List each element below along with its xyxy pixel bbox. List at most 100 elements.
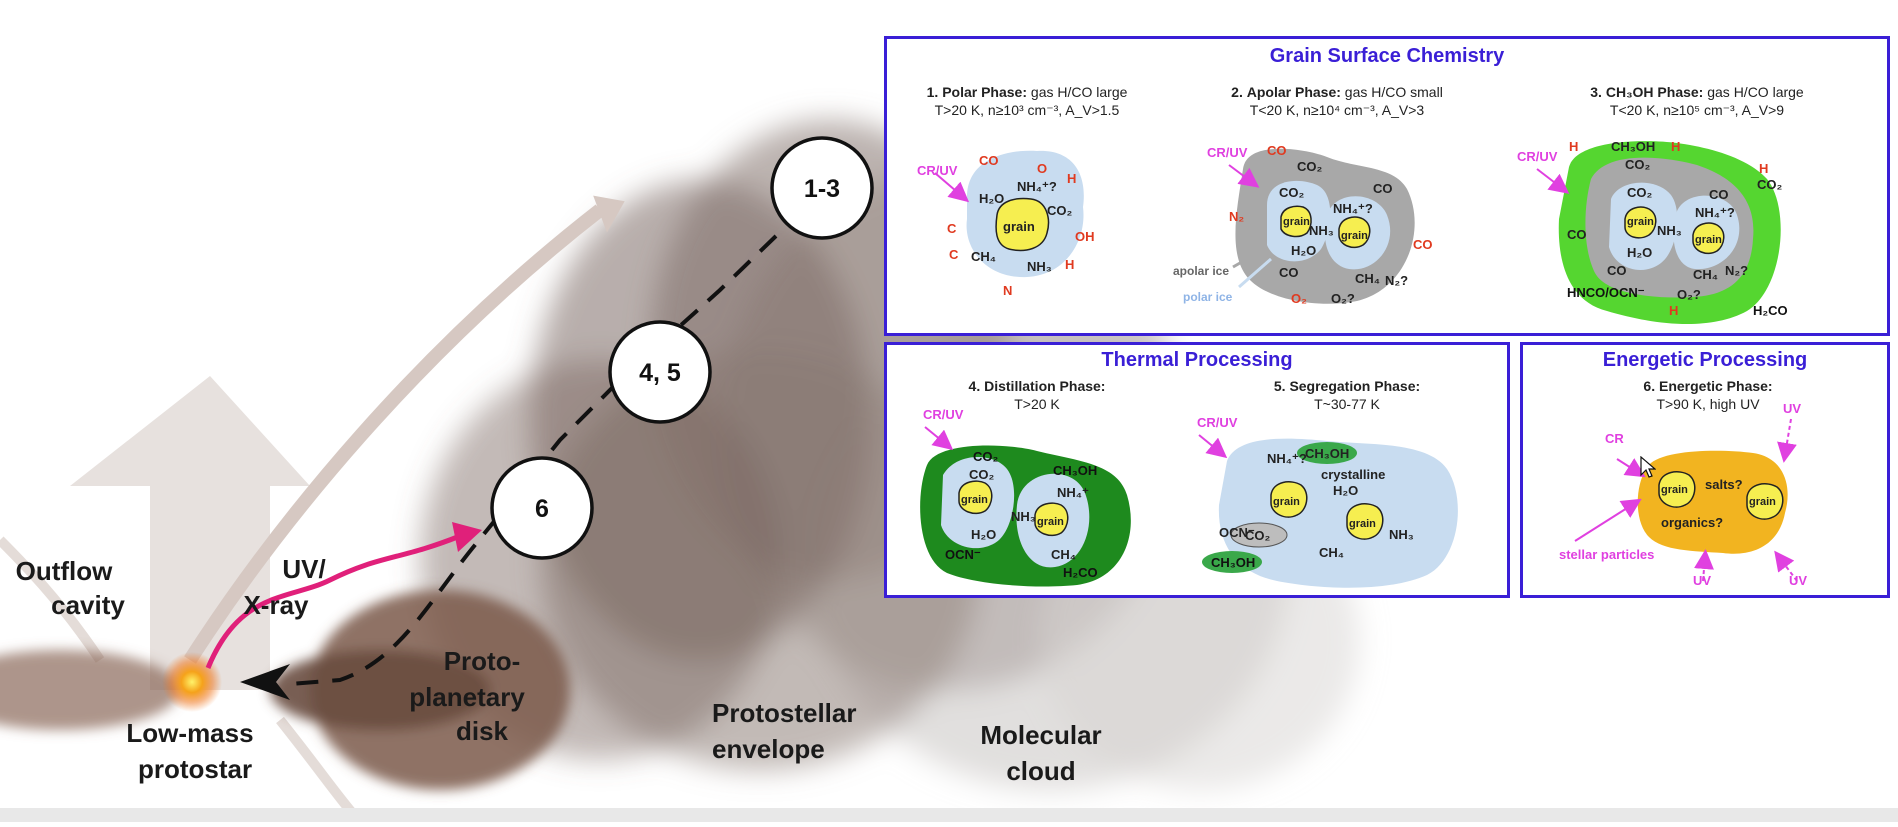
svg-text:CH₄: CH₄ [971, 249, 996, 264]
svg-text:CH₃OH: CH₃OH [1305, 446, 1349, 461]
phase2-cond2: T<20 K, n≥10⁴ cm⁻³, A_V>3 [1249, 102, 1425, 118]
svg-text:polar ice: polar ice [1183, 290, 1233, 304]
svg-text:CO₂: CO₂ [1279, 185, 1305, 200]
phase4-header: 4. Distillation Phase: T>20 K [947, 377, 1127, 413]
envelope-label-2: envelope [712, 734, 825, 764]
marker-1-3-label: 1-3 [804, 175, 840, 203]
phase3-header: 3. CH₃OH Phase: gas H/CO large T<20 K, n… [1547, 83, 1847, 119]
svg-text:NH₄⁺?: NH₄⁺? [1333, 201, 1373, 216]
phase6-uv-arrow-right [1774, 550, 1798, 582]
svg-text:CO₂: CO₂ [1297, 159, 1323, 174]
protostar-label-2: protostar [138, 754, 252, 784]
svg-text:grain: grain [1003, 219, 1035, 234]
svg-text:grain: grain [1341, 230, 1368, 242]
phase2-species: CR/UV CO CO₂ CO N₂ CO₂ NH₄⁺? NH₃ H₂O CO … [1173, 143, 1433, 306]
phase2-cond1: gas H/CO small [1344, 84, 1443, 100]
energetic-drawing: CR UV salts? organics? stellar particles… [1559, 401, 1807, 588]
video-bottom-bar [0, 808, 1898, 822]
phase5-cruv-arrow [1198, 434, 1228, 459]
phase4-species: CR/UV CO₂ CO₂ CH₃OH NH₄⁺ NH₃ H₂O CH₄ OCN… [923, 407, 1098, 580]
svg-text:CO₂: CO₂ [969, 467, 995, 482]
mouse-cursor-icon [1640, 456, 1656, 478]
svg-text:CH₄: CH₄ [1355, 271, 1380, 286]
phase6-diagram [1637, 450, 1788, 554]
svg-text:NH₃: NH₃ [1011, 509, 1036, 524]
svg-text:CR/UV: CR/UV [1197, 415, 1238, 430]
svg-text:N₂?: N₂? [1385, 273, 1408, 288]
svg-text:CO₂: CO₂ [1625, 157, 1651, 172]
svg-text:NH₄⁺?: NH₄⁺? [1695, 205, 1735, 220]
svg-text:grain: grain [1349, 518, 1376, 530]
phase2-num: 2. [1231, 84, 1243, 100]
svg-text:CO: CO [1567, 227, 1587, 242]
phase4-name: Distillation Phase: [984, 378, 1106, 394]
svg-text:C: C [947, 221, 957, 236]
phase4-num: 4. [968, 378, 981, 394]
svg-text:H: H [1065, 257, 1074, 272]
svg-text:H: H [1569, 139, 1578, 154]
svg-text:stellar particles: stellar particles [1559, 547, 1654, 562]
phase1-header: 1. Polar Phase: gas H/CO large T>20 K, n… [907, 83, 1147, 119]
phase1-cruv-arrow [934, 172, 970, 203]
svg-text:CO: CO [1607, 263, 1627, 278]
svg-text:apolar ice: apolar ice [1173, 264, 1229, 278]
grain-surface-panel: Grain Surface Chemistry 1. Polar Phase: … [884, 36, 1890, 336]
phase6-stellar-arrow [1574, 498, 1642, 542]
svg-text:H₂O: H₂O [1291, 243, 1316, 258]
phase2-header: 2. Apolar Phase: gas H/CO small T<20 K, … [1187, 83, 1487, 119]
svg-text:NH₄⁺: NH₄⁺ [1057, 485, 1089, 500]
phase1-species: CR/UV CO O H H₂O NH₄⁺? CO₂ OH H C C CH₄ … [917, 153, 1095, 298]
grain-surface-title: Grain Surface Chemistry [1269, 45, 1505, 67]
svg-text:organics?: organics? [1661, 515, 1723, 530]
cloud-label-1: Molecular [980, 720, 1101, 750]
svg-text:H₂CO: H₂CO [1063, 565, 1098, 580]
svg-text:CR/UV: CR/UV [923, 407, 964, 422]
envelope-label-1: Protostellar [712, 698, 857, 728]
uv-xray-arrow [205, 533, 461, 669]
svg-text:UV: UV [1789, 573, 1807, 588]
svg-text:O: O [1037, 161, 1047, 176]
energetic-panel: Energetic Processing 6. Energetic Phase:… [1520, 342, 1890, 598]
svg-text:H: H [1669, 303, 1678, 318]
energetic-title: Energetic Processing [1602, 349, 1808, 371]
phase6-uv-arrow-top [1777, 418, 1797, 463]
svg-text:grain: grain [1273, 496, 1300, 508]
svg-text:N₂: N₂ [1229, 209, 1244, 224]
svg-text:O₂?: O₂? [1677, 287, 1701, 302]
phase3-species: CR/UV H CH₃OH H H CO₂ CO₂ CO₂ CO CO NH₄⁺… [1517, 139, 1788, 318]
svg-text:N: N [1003, 283, 1012, 298]
svg-text:grain: grain [961, 494, 988, 506]
phase5-cond1: T~30-77 K [1314, 396, 1380, 412]
phase3-cond1: gas H/CO large [1707, 84, 1804, 100]
svg-text:H₂O: H₂O [1627, 245, 1652, 260]
svg-text:CO: CO [1413, 237, 1433, 252]
svg-text:salts?: salts? [1705, 477, 1743, 492]
thermal-title: Thermal Processing [1101, 349, 1293, 371]
svg-text:UV: UV [1783, 401, 1801, 416]
svg-text:NH₃: NH₃ [1027, 259, 1052, 274]
phase6-header: 6. Energetic Phase: T>90 K, high UV [1593, 377, 1823, 413]
phase2-ice-diagram [1232, 148, 1415, 304]
phase5-ice-diagram [1202, 438, 1458, 588]
grain-surface-drawing: CR/UV CO O H H₂O NH₄⁺? CO₂ OH H C C CH₄ … [917, 139, 1788, 325]
svg-text:crystalline: crystalline [1321, 467, 1385, 482]
svg-text:CO: CO [1709, 187, 1729, 202]
phase6-species: CR UV salts? organics? stellar particles… [1559, 401, 1807, 588]
phase1-cond2: T>20 K, n≥10³ cm⁻³, A_V>1.5 [934, 102, 1120, 118]
svg-text:CO₂: CO₂ [1757, 177, 1783, 192]
svg-text:H₂CO: H₂CO [1753, 303, 1788, 318]
phase1-name: Polar Phase: [942, 84, 1028, 100]
disk-label-1: Proto- [444, 646, 521, 676]
phase4-ice-diagram [920, 445, 1131, 587]
svg-text:grain: grain [1661, 484, 1688, 496]
svg-text:CH₃OH: CH₃OH [1611, 139, 1655, 154]
infall-arrowhead [240, 664, 290, 700]
marker-6-label: 6 [535, 495, 549, 523]
svg-text:NH₄⁺?: NH₄⁺? [1017, 179, 1057, 194]
phase1-num: 1. [926, 84, 939, 100]
svg-text:OCN⁻: OCN⁻ [1219, 525, 1255, 540]
thermal-drawing: CR/UV CO₂ CO₂ CH₃OH NH₄⁺ NH₃ H₂O CH₄ OCN… [920, 407, 1458, 588]
marker-6: 6 [490, 456, 594, 560]
svg-text:grain: grain [1627, 216, 1654, 228]
